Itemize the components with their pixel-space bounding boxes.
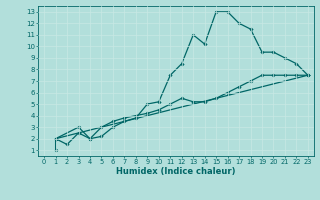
X-axis label: Humidex (Indice chaleur): Humidex (Indice chaleur) <box>116 167 236 176</box>
